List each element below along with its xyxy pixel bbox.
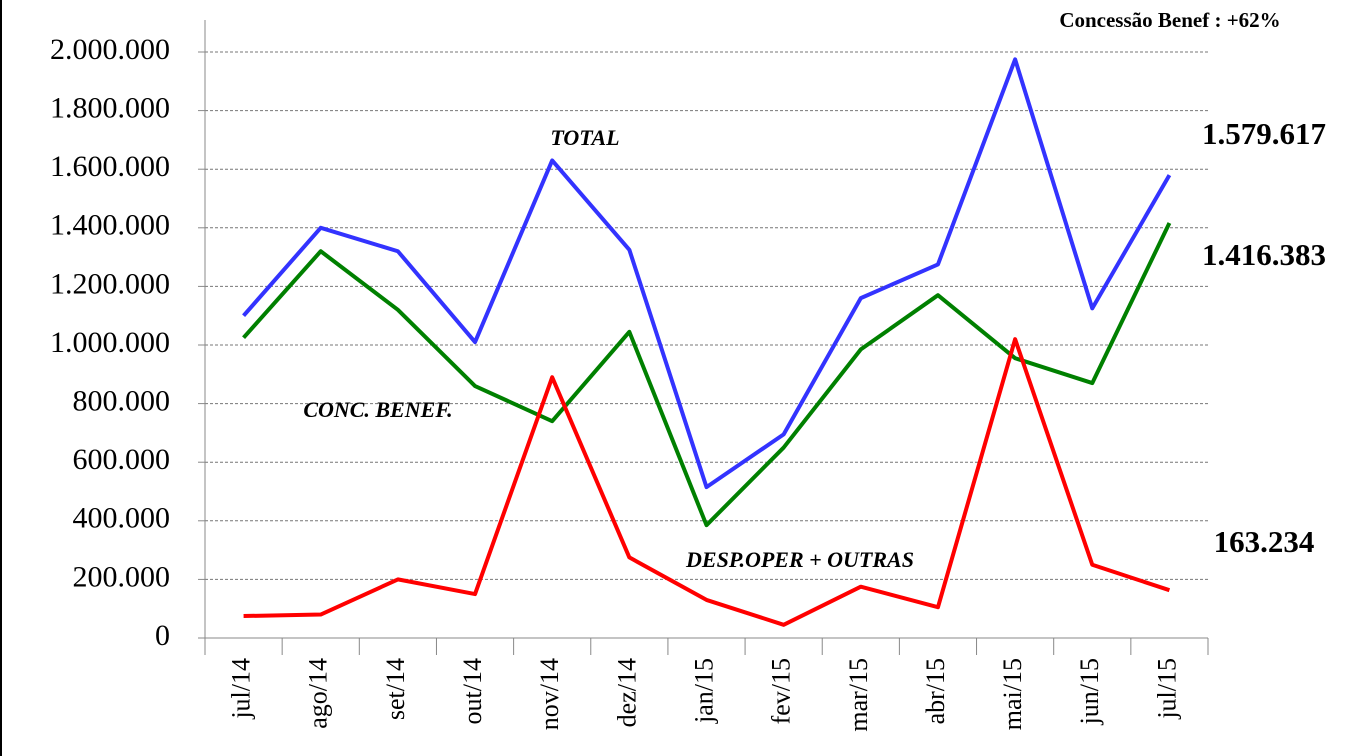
x-tick-label: dez/14 — [612, 658, 641, 727]
x-tick-label: out/14 — [458, 658, 487, 724]
y-tick-label: 1.800.000 — [50, 91, 170, 124]
x-tick-label: nov/14 — [535, 658, 564, 730]
x-tick-label: fev/15 — [767, 658, 796, 724]
y-tick-label: 1.600.000 — [50, 150, 170, 183]
y-tick-label: 1.200.000 — [50, 267, 170, 300]
y-tick-label: 1.400.000 — [50, 209, 170, 242]
y-tick-label: 800.000 — [73, 384, 171, 417]
x-tick-label: mai/15 — [998, 658, 1027, 730]
x-tick-label: jul/15 — [1152, 658, 1181, 720]
x-tick-label: set/14 — [381, 658, 410, 720]
series-label: CONC. BENEF. — [303, 397, 452, 422]
y-tick-label: 2.000.000 — [50, 33, 170, 66]
x-tick-label: ago/14 — [304, 658, 333, 729]
x-tick-label: jun/15 — [1075, 658, 1104, 725]
series-label: DESP.OPER + OUTRAS — [685, 547, 914, 572]
y-tick-label: 1.000.000 — [50, 326, 170, 359]
series-line — [243, 337, 1171, 627]
x-tick-label: jan/15 — [689, 658, 718, 724]
series-line — [242, 222, 1172, 528]
x-tick-label: jul/14 — [227, 658, 256, 720]
series-label: TOTAL — [550, 125, 619, 150]
data-label: 1.416.383 — [1202, 237, 1326, 272]
y-tick-label: 200.000 — [73, 560, 171, 593]
x-tick-label: mar/15 — [844, 658, 873, 732]
annotation: Concessão Benef : +62% — [1059, 8, 1280, 32]
x-tick-label: abr/15 — [921, 658, 950, 724]
y-tick-label: 600.000 — [73, 443, 171, 476]
data-label: 1.579.617 — [1202, 116, 1326, 151]
y-tick-label: 400.000 — [73, 502, 171, 535]
data-label: 163.234 — [1214, 524, 1315, 559]
series-line — [242, 57, 1172, 490]
y-tick-label: 0 — [155, 619, 170, 652]
